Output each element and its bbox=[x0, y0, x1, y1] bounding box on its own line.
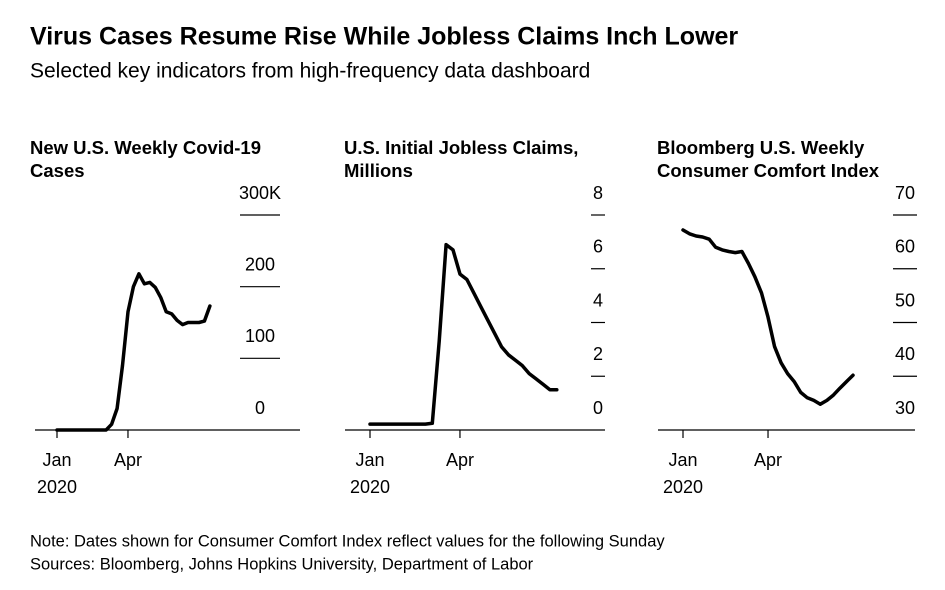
data-line bbox=[55, 272, 212, 432]
chart-title: Millions bbox=[344, 160, 413, 181]
y-tick-label: 30 bbox=[895, 398, 915, 418]
x-year-label: 2020 bbox=[37, 477, 77, 497]
y-tick-label: 0 bbox=[255, 398, 265, 418]
y-tick-label: 60 bbox=[895, 237, 915, 257]
source: Sources: Bloomberg, Johns Hopkins Univer… bbox=[30, 555, 534, 573]
x-tick-label: Apr bbox=[114, 450, 142, 470]
x-tick-label: Jan bbox=[355, 450, 384, 470]
y-tick-label: 2 bbox=[593, 344, 603, 364]
chart-title: U.S. Initial Jobless Claims, bbox=[344, 137, 578, 158]
note: Note: Dates shown for Consumer Comfort I… bbox=[30, 532, 665, 550]
chart-title: Cases bbox=[30, 160, 85, 181]
x-year-label: 2020 bbox=[663, 477, 703, 497]
x-tick-label: Apr bbox=[446, 450, 474, 470]
page-subtitle: Selected key indicators from high-freque… bbox=[30, 60, 590, 83]
y-tick-label: 40 bbox=[895, 344, 915, 364]
x-year-label: 2020 bbox=[350, 477, 390, 497]
y-tick-label: 4 bbox=[593, 290, 603, 310]
y-tick-label: 8 bbox=[593, 183, 603, 203]
data-line bbox=[368, 242, 559, 426]
y-tick-label: 300K bbox=[239, 183, 281, 203]
y-tick-label: 6 bbox=[593, 237, 603, 257]
y-tick-label: 100 bbox=[245, 326, 275, 346]
chart-title: Consumer Comfort Index bbox=[657, 160, 880, 181]
y-tick-label: 70 bbox=[895, 183, 915, 203]
page-title: Virus Cases Resume Rise While Jobless Cl… bbox=[30, 23, 738, 51]
y-tick-label: 200 bbox=[245, 254, 275, 274]
chart-title: New U.S. Weekly Covid-19 bbox=[30, 137, 261, 158]
x-tick-label: Jan bbox=[668, 450, 697, 470]
data-line bbox=[681, 228, 855, 406]
y-tick-label: 0 bbox=[593, 398, 603, 418]
x-tick-label: Apr bbox=[754, 450, 782, 470]
chart-title: Bloomberg U.S. Weekly bbox=[657, 137, 865, 158]
x-tick-label: Jan bbox=[42, 450, 71, 470]
y-tick-label: 50 bbox=[895, 290, 915, 310]
